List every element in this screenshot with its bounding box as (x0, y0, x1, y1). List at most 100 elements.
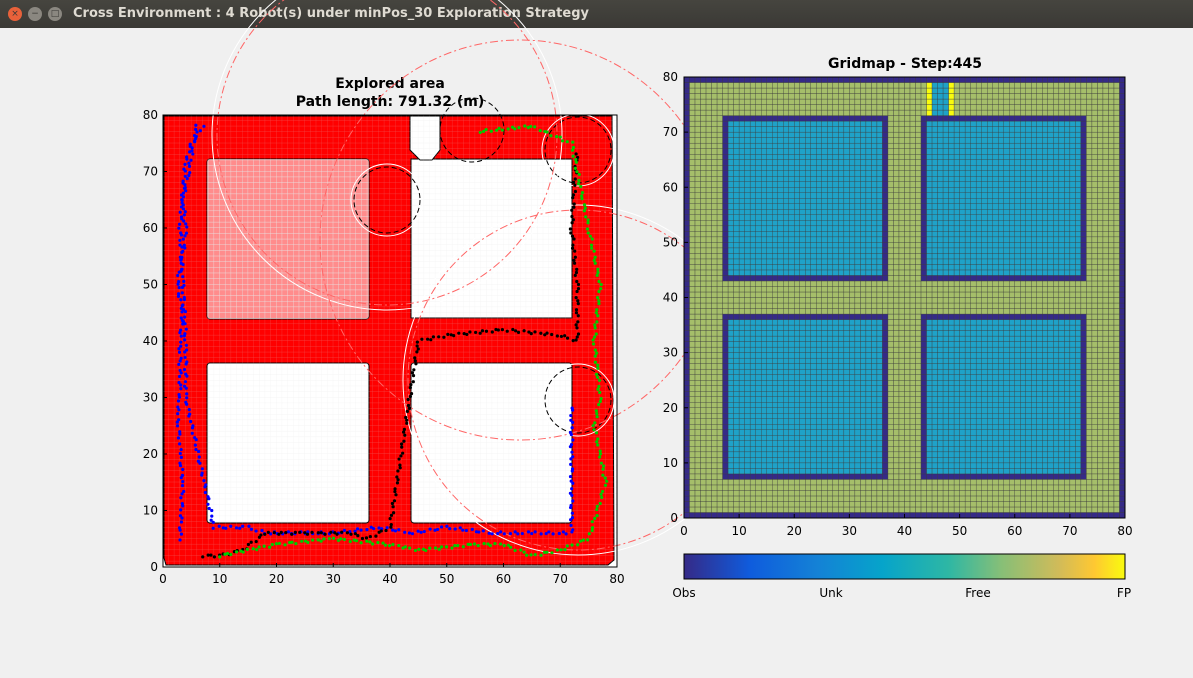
grid-cell (843, 87, 850, 94)
grid-cell (865, 462, 872, 469)
grid-cell (711, 137, 718, 144)
grid-cell (926, 93, 933, 100)
grid-cell (749, 341, 756, 348)
trajectory-point (575, 326, 579, 330)
grid-cell (931, 203, 938, 210)
grid-cell (810, 253, 817, 260)
trajectory-point (493, 541, 497, 546)
grid-cell (727, 440, 734, 447)
grid-cell (909, 374, 916, 381)
grid-cell (832, 170, 839, 177)
grid-cell (838, 429, 845, 436)
grid-cell (772, 87, 778, 94)
grid-cell (805, 346, 811, 353)
grid-cell (821, 374, 828, 381)
grid-cell (760, 253, 767, 260)
grid-cell (744, 126, 751, 133)
grid-cell (700, 198, 707, 204)
trajectory-point (183, 338, 187, 342)
grid-cell (964, 115, 971, 122)
grid-cell (799, 181, 806, 188)
trajectory-point (571, 528, 575, 532)
grid-cell (783, 109, 789, 116)
grid-cell (799, 154, 806, 160)
grid-cell (683, 357, 690, 364)
grid-cell (799, 468, 806, 475)
grid-cell (810, 506, 817, 513)
grid-cell (838, 435, 845, 441)
grid-cell (887, 484, 894, 491)
grid-cell (733, 446, 740, 453)
grid-cell (810, 363, 817, 370)
grid-cell (953, 142, 960, 149)
grid-cell (942, 352, 949, 359)
grid-cell (783, 203, 789, 210)
grid-cell (832, 357, 839, 364)
grid-cell (970, 385, 977, 392)
grid-cell (953, 137, 960, 144)
grid-cell (854, 440, 861, 447)
grid-cell (711, 275, 718, 282)
grid-cell (744, 457, 751, 464)
grid-cell (744, 462, 751, 469)
grid-cell (920, 313, 927, 320)
grid-cell (876, 120, 883, 127)
grid-cell (733, 506, 740, 513)
grid-cell (860, 192, 867, 199)
grid-cell (926, 126, 933, 133)
grid-cell (716, 231, 723, 238)
grid-cell (915, 159, 922, 166)
grid-cell (904, 429, 911, 436)
trajectory-point (182, 297, 187, 302)
trajectory-point (595, 375, 600, 379)
grid-cell (843, 120, 850, 127)
grid-cell (766, 242, 773, 249)
trajectory-point (422, 529, 426, 534)
close-window-button[interactable]: × (8, 7, 22, 21)
grid-cell (882, 159, 889, 166)
grid-cell (942, 264, 949, 271)
grid-cell (964, 242, 971, 249)
grid-cell (909, 429, 916, 436)
grid-cell (915, 115, 922, 122)
minimize-window-button[interactable]: − (28, 7, 42, 21)
grid-cell (744, 473, 751, 480)
grid-cell (700, 181, 707, 188)
grid-cell (865, 313, 872, 320)
grid-cell (959, 198, 966, 204)
grid-cell (909, 225, 916, 232)
grid-cell (898, 264, 905, 271)
grid-cell (931, 198, 938, 204)
trajectory-point (403, 545, 407, 549)
grid-cell (931, 451, 938, 458)
grid-cell (711, 330, 718, 337)
grid-cell (948, 198, 955, 204)
grid-cell (882, 181, 889, 188)
grid-cell (711, 176, 718, 182)
trajectory-point (594, 311, 598, 315)
grid-cell (915, 429, 922, 436)
trajectory-point (529, 553, 533, 557)
grid-cell (738, 435, 745, 441)
grid-cell (893, 192, 900, 199)
grid-cell (722, 484, 729, 491)
grid-cell (882, 131, 889, 138)
trajectory-point (284, 531, 288, 535)
grid-cell (733, 440, 740, 447)
grid-cell (920, 402, 927, 408)
maximize-window-button[interactable]: □ (48, 7, 62, 21)
grid-cell (948, 159, 955, 166)
grid-cell (683, 165, 690, 171)
grid-cell (799, 187, 806, 193)
grid-cell (799, 76, 806, 83)
grid-cell (821, 407, 828, 414)
grid-cell (805, 308, 811, 315)
trajectory-point (392, 499, 397, 503)
trajectory-point (478, 130, 482, 135)
grid-cell (893, 341, 900, 348)
trajectory-point (489, 129, 493, 133)
grid-cell (898, 291, 905, 298)
grid-cell (959, 319, 966, 326)
trajectory-layer (175, 123, 609, 559)
grid-cell (948, 242, 955, 249)
